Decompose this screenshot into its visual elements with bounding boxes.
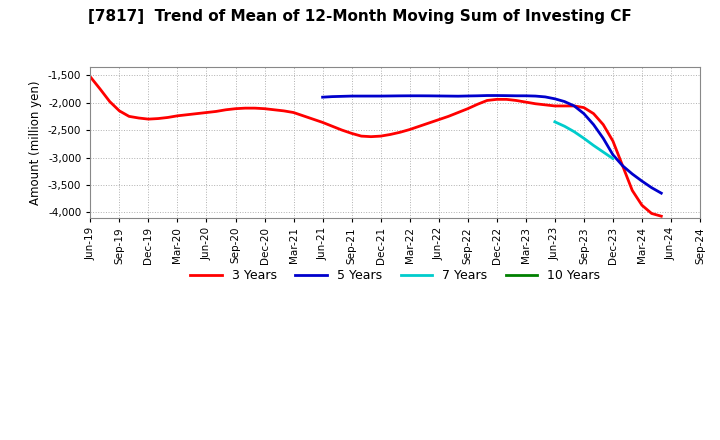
Legend: 3 Years, 5 Years, 7 Years, 10 Years: 3 Years, 5 Years, 7 Years, 10 Years [186, 264, 605, 287]
Text: [7817]  Trend of Mean of 12-Month Moving Sum of Investing CF: [7817] Trend of Mean of 12-Month Moving … [88, 9, 632, 24]
Y-axis label: Amount (million yen): Amount (million yen) [30, 80, 42, 205]
